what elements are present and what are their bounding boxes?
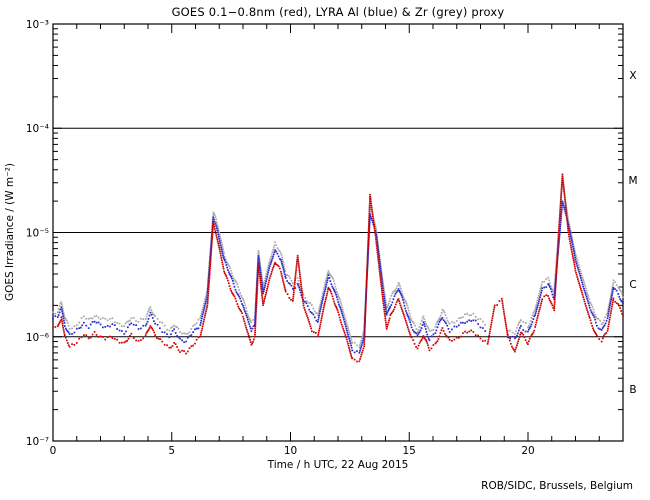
x-tick-label-10: 10 [284,445,297,457]
y-tick-label-1e-4: 10⁻⁴ [26,123,49,135]
x-tick-label-5: 5 [168,445,175,457]
axis-ticks [52,23,624,442]
x-tick-label-20: 20 [521,445,534,457]
flare-class-label-c: C [629,279,636,291]
y-tick-label-1e-6: 10⁻⁶ [26,332,49,344]
flare-class-label-b: B [629,384,636,396]
series-lyra-zr-proxy [52,178,624,349]
flare-class-label-x: X [629,70,636,82]
plot-frame [52,23,624,442]
x-axis-label: Time / h UTC, 22 Aug 2015 [267,459,409,471]
series-lyra-al-proxy [52,200,624,354]
y-tick-label-1e-3: 10⁻³ [26,19,49,31]
y-axis-label: GOES Irradiance / (W m⁻²) [4,163,16,301]
data-series-dots [52,173,624,363]
y-tick-label-1e-7: 10⁻⁷ [26,436,49,448]
x-tick-label-0: 0 [50,445,57,457]
credit-footer: ROB/SIDC, Brussels, Belgium [481,480,633,492]
series-goes-0-1-0-8nm [52,173,624,363]
x-tick-label-15: 15 [403,445,416,457]
chart-title: GOES 0.1−0.8nm (red), LYRA Al (blue) & Z… [172,5,505,19]
y-tick-label-1e-5: 10⁻⁵ [26,228,49,240]
flare-class-label-m: M [628,175,637,187]
